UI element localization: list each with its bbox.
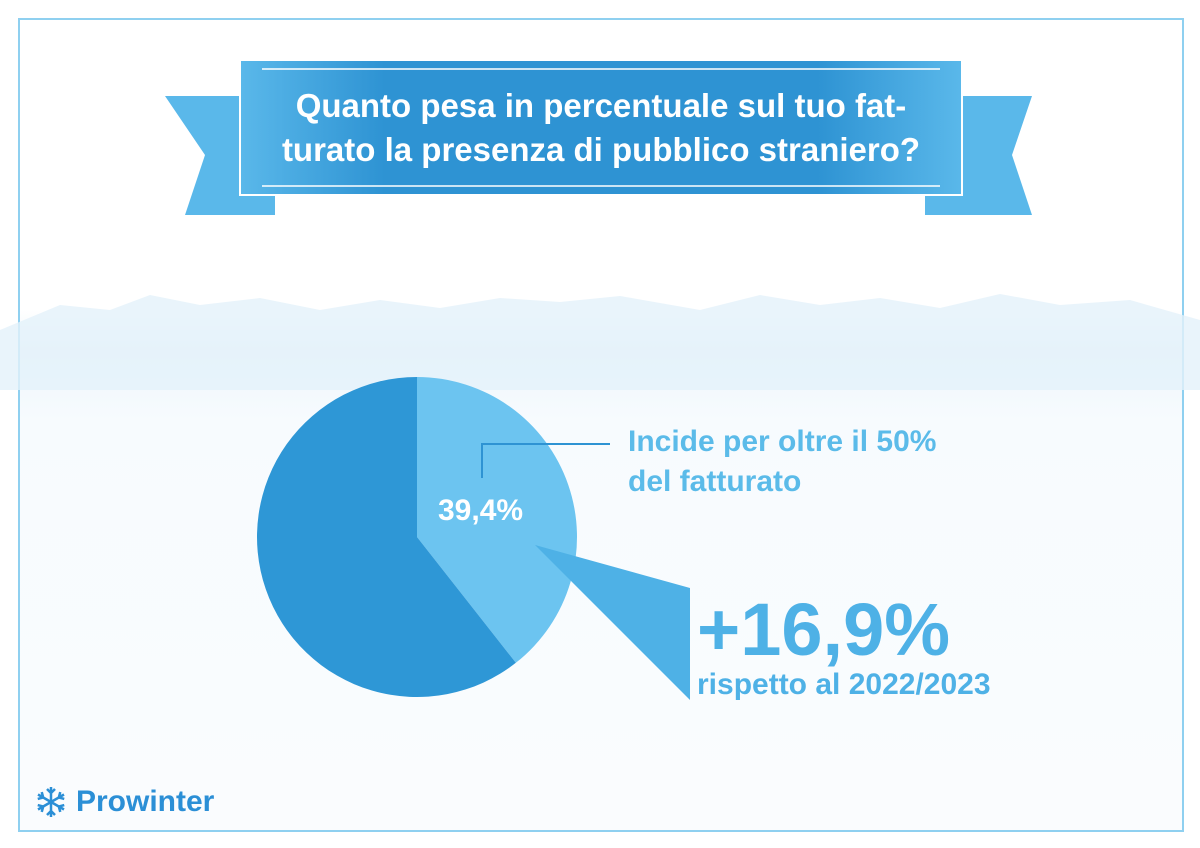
pie-slice-0	[417, 377, 577, 663]
mountains-background	[0, 294, 1200, 390]
page-title: Quanto pesa in percentuale sul tuo fat-t…	[281, 86, 921, 168]
callout-line	[481, 443, 610, 478]
pie-slice-1	[257, 377, 516, 697]
snowflake-icon	[34, 787, 68, 819]
logo-text: Prowinter	[76, 785, 215, 818]
annotation: Incide per oltre il 50% del fatturato	[628, 425, 937, 498]
pie-chart	[257, 377, 577, 697]
data-label: 39,4%	[438, 494, 524, 527]
logo: Prowinter	[34, 785, 214, 819]
change-value: +16,9%	[697, 588, 951, 671]
change-pointer	[535, 545, 690, 700]
change-text: rispetto al 2022/2023	[697, 668, 991, 701]
